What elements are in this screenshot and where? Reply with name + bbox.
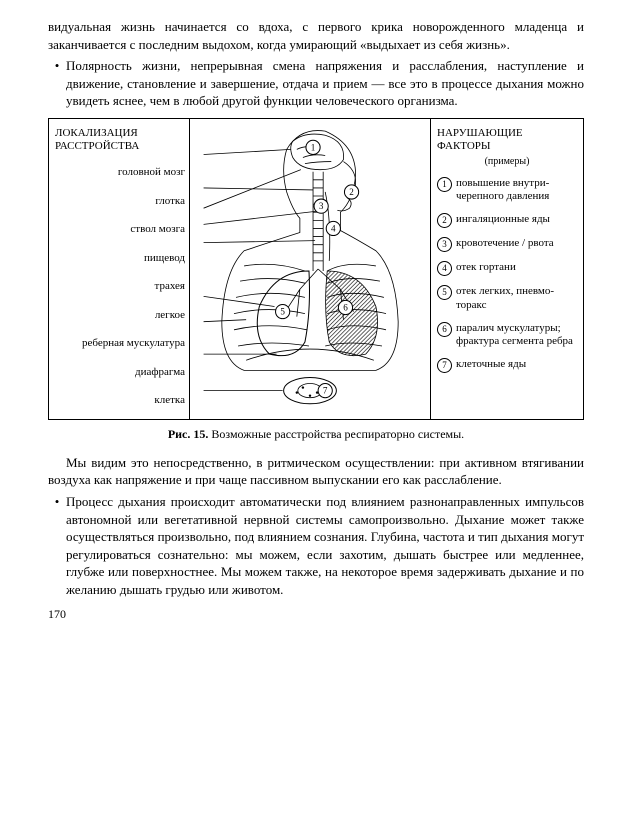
anatomy-label: ствол мозга bbox=[55, 223, 185, 236]
page-number: 170 bbox=[48, 606, 584, 622]
anatomy-marker-number: 2 bbox=[349, 187, 354, 197]
factor-text: ингаляционные яды bbox=[456, 213, 550, 228]
factor-text: отек легких, пневмо­торакс bbox=[456, 285, 577, 313]
factor-item: 7 клеточные яды bbox=[437, 358, 577, 373]
anatomy-label: пищевод bbox=[55, 252, 185, 265]
factor-item: 6 паралич мускулату­ры; фрактура сегмен­т… bbox=[437, 322, 577, 350]
circled-number-icon: 3 bbox=[437, 237, 452, 252]
anatomy-label: диафрагма bbox=[55, 366, 185, 379]
factor-item: 5 отек легких, пневмо­торакс bbox=[437, 285, 577, 313]
anatomy-marker-number: 6 bbox=[343, 302, 348, 312]
factor-item: 2 ингаляционные яды bbox=[437, 213, 577, 228]
intro-paragraph: видуальная жизнь начинается со вдоха, с … bbox=[48, 18, 584, 53]
circled-number-icon: 4 bbox=[437, 261, 452, 276]
factor-item: 1 повышение внутри­черепного давления bbox=[437, 177, 577, 205]
circled-number-icon: 2 bbox=[437, 213, 452, 228]
anatomy-label: реберная мускула­тура bbox=[55, 337, 185, 350]
bullet-text: Полярность жизни, непрерывная смена напр… bbox=[66, 57, 584, 110]
anatomy-marker-number: 1 bbox=[311, 142, 316, 152]
anatomy-label: трахея bbox=[55, 280, 185, 293]
circled-number-icon: 6 bbox=[437, 322, 452, 337]
figure-caption: Рис. 15. Возможные расстройства респират… bbox=[48, 426, 584, 442]
factor-item: 3 кровотечение / рвота bbox=[437, 237, 577, 252]
anatomy-figure: ЛОКАЛИЗАЦИЯ РАССТРОЙСТВА головной мозг гл… bbox=[48, 118, 584, 420]
figure-left-title: ЛОКАЛИЗАЦИЯ РАССТРОЙСТВА bbox=[55, 127, 185, 155]
anatomy-marker-number: 5 bbox=[280, 306, 285, 316]
factor-text: отек гортани bbox=[456, 261, 516, 276]
figure-right-subtitle: (примеры) bbox=[437, 156, 577, 169]
bullet-list-top: • Полярность жизни, непрерывная смена на… bbox=[48, 57, 584, 110]
circled-number-icon: 5 bbox=[437, 285, 452, 300]
circled-number-icon: 7 bbox=[437, 358, 452, 373]
figure-right-column: НАРУШАЮЩИЕ ФАКТОРЫ (примеры) 1 повышение … bbox=[430, 119, 583, 419]
factor-text: клеточные яды bbox=[456, 358, 526, 373]
anatomy-label: головной мозг bbox=[55, 166, 185, 179]
bullet-list-bottom: • Процесс дыхания происходит автоматичес… bbox=[48, 493, 584, 598]
anatomy-label: клетка bbox=[55, 394, 185, 407]
anatomy-label: глотка bbox=[55, 195, 185, 208]
factor-item: 4 отек гортани bbox=[437, 261, 577, 276]
figure-center-anatomy: 1 2 3 4 5 6 7 bbox=[190, 119, 430, 419]
factor-text: повышение внутри­черепного давления bbox=[456, 177, 577, 205]
anatomy-svg: 1 2 3 4 5 6 7 bbox=[190, 119, 430, 419]
mid-paragraph: Мы видим это непосредственно, в ритмичес… bbox=[48, 454, 584, 489]
factor-text: кровотечение / рвота bbox=[456, 237, 554, 252]
bullet-dot: • bbox=[48, 57, 66, 110]
anatomy-marker-number: 4 bbox=[331, 223, 336, 233]
circled-number-icon: 1 bbox=[437, 177, 452, 192]
figure-left-column: ЛОКАЛИЗАЦИЯ РАССТРОЙСТВА головной мозг гл… bbox=[49, 119, 190, 419]
bullet-dot: • bbox=[48, 493, 66, 598]
anatomy-marker-number: 3 bbox=[319, 201, 324, 211]
factor-text: паралич мускулату­ры; фрактура сегмен­та… bbox=[456, 322, 577, 350]
anatomy-marker-number: 7 bbox=[323, 385, 328, 395]
anatomy-label: легкое bbox=[55, 309, 185, 322]
figure-right-title: НАРУШАЮЩИЕ ФАКТОРЫ bbox=[437, 127, 577, 155]
bullet-text: Процесс дыхания происходит автоматически… bbox=[66, 493, 584, 598]
